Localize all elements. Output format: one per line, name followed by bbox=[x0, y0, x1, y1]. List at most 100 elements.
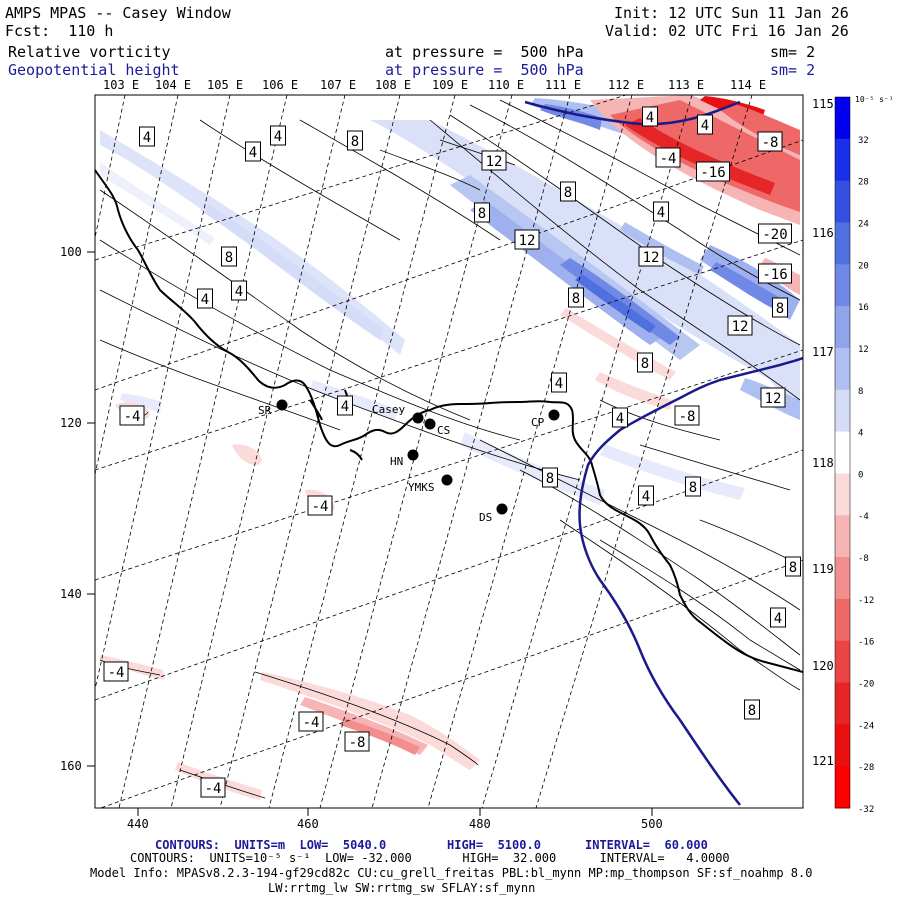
svg-text:8: 8 bbox=[564, 185, 572, 201]
svg-text:4: 4 bbox=[249, 145, 257, 161]
parallel-line bbox=[95, 139, 803, 391]
contour-label: 4 bbox=[245, 141, 261, 162]
x-tick-label: 440 bbox=[127, 817, 149, 831]
colorbar-label: -28 bbox=[858, 763, 874, 773]
colorbar-label: -20 bbox=[858, 680, 874, 690]
station-sr: SR bbox=[258, 399, 288, 417]
y-tick-label: 120 bbox=[60, 416, 82, 430]
svg-text:12: 12 bbox=[519, 233, 536, 249]
colorbar-swatch bbox=[835, 222, 850, 265]
contour-label: 8 bbox=[347, 130, 363, 151]
meridian-line bbox=[481, 95, 693, 808]
svg-text:8: 8 bbox=[478, 206, 486, 222]
svg-text:-16: -16 bbox=[762, 267, 787, 283]
contour-label: 4 bbox=[638, 485, 654, 506]
top-lon-label: 108 E bbox=[375, 78, 411, 92]
svg-text:YMKS: YMKS bbox=[408, 481, 435, 494]
meridian-line bbox=[118, 95, 288, 808]
colorbar-swatch bbox=[835, 431, 850, 474]
contour-label: -20 bbox=[758, 223, 792, 244]
field1-name: Relative vorticity bbox=[8, 43, 171, 61]
contour-label: 4 bbox=[642, 106, 658, 127]
footer-vorticity-contours: CONTOURS: UNITS=10⁻⁵ s⁻¹ LOW= -32.000 HI… bbox=[130, 851, 730, 865]
svg-text:-16: -16 bbox=[700, 165, 725, 181]
parallel-line bbox=[95, 349, 803, 581]
contour-label: -16 bbox=[758, 263, 792, 284]
x-tick-label: 480 bbox=[469, 817, 491, 831]
svg-text:8: 8 bbox=[689, 480, 697, 496]
footer-height-contours-c: INTERVAL= 60.000 bbox=[585, 838, 708, 852]
top-lon-label: 103 E bbox=[103, 78, 139, 92]
contour-label: 4 bbox=[551, 372, 567, 393]
top-lon-label: 110 E bbox=[488, 78, 524, 92]
valid-time: Valid: 02 UTC Fri 16 Jan 26 bbox=[605, 22, 849, 40]
colorbar-frame bbox=[834, 96, 851, 809]
svg-text:-4: -4 bbox=[124, 409, 141, 425]
colorbar-swatch bbox=[835, 515, 850, 558]
svg-text:8: 8 bbox=[572, 291, 580, 307]
contour-label: 12 bbox=[727, 315, 753, 336]
station-cp: CP bbox=[531, 409, 560, 429]
svg-text:4: 4 bbox=[235, 284, 243, 300]
contour-label: 8 bbox=[568, 287, 584, 308]
colorbar-swatch bbox=[835, 97, 850, 140]
svg-text:8: 8 bbox=[748, 703, 756, 719]
svg-text:8: 8 bbox=[351, 134, 359, 150]
station-ds: DS bbox=[479, 503, 508, 524]
contour-label: 8 bbox=[560, 181, 576, 202]
contour-label: -4 bbox=[655, 147, 681, 168]
meridian-line bbox=[427, 95, 633, 808]
colorbar-swatch bbox=[835, 347, 850, 391]
geopotential-contours bbox=[524, 100, 803, 806]
station-casey: Casey bbox=[372, 403, 424, 424]
parallel-line bbox=[99, 559, 803, 808]
y-tick-label: 160 bbox=[60, 759, 82, 773]
colorbar-swatch bbox=[835, 557, 850, 600]
colorbar-label: 0 bbox=[858, 470, 863, 480]
init-time: Init: 12 UTC Sun 11 Jan 26 bbox=[614, 4, 849, 22]
field1-level: at pressure = 500 hPa bbox=[385, 43, 584, 61]
station-cs: CS bbox=[424, 418, 450, 437]
meridian-line bbox=[371, 95, 571, 808]
contour-label: 4 bbox=[770, 607, 786, 628]
colorbar-label: 32 bbox=[858, 136, 869, 146]
contour-label: 4 bbox=[197, 288, 213, 309]
colorbar-swatch bbox=[835, 389, 850, 433]
svg-text:-4: -4 bbox=[108, 665, 125, 681]
colorbar-swatch bbox=[835, 306, 850, 349]
contour-label: -8 bbox=[674, 405, 700, 426]
colorbar-label: 20 bbox=[858, 261, 869, 271]
colorbar: 32 28 24 20 16 12 8 4 0 -4 -8 -12 -16 -20 -24 -28 -32 10⁻… bbox=[834, 95, 894, 815]
colorbar-swatch bbox=[835, 640, 850, 684]
svg-text:-8: -8 bbox=[349, 735, 366, 751]
svg-text:12: 12 bbox=[643, 250, 660, 266]
svg-text:SR: SR bbox=[258, 404, 272, 417]
svg-text:4: 4 bbox=[555, 376, 563, 392]
contour-label: -8 bbox=[344, 731, 370, 752]
footer-model-info: Model Info: MPASv8.2.3-194-gf29cd82c CU:… bbox=[90, 866, 813, 880]
svg-text:8: 8 bbox=[225, 250, 233, 266]
svg-text:CP: CP bbox=[531, 416, 545, 429]
y-tick-label: 100 bbox=[60, 245, 82, 259]
footer-radiation-info: LW:rrtmg_lw SW:rrtmg_sw SFLAY:sf_mynn bbox=[268, 881, 536, 895]
footer-height-contours-a: CONTOURS: UNITS=m LOW= 5040.0 bbox=[155, 838, 387, 852]
svg-text:CS: CS bbox=[437, 424, 450, 437]
svg-text:Casey: Casey bbox=[372, 403, 405, 416]
contour-label: 12 bbox=[760, 387, 786, 408]
colorbar-label: -16 bbox=[858, 638, 874, 648]
contour-label: 4 bbox=[139, 126, 155, 147]
contour-label: 8 bbox=[685, 476, 701, 497]
svg-text:-4: -4 bbox=[312, 499, 329, 515]
top-lon-label: 107 E bbox=[320, 78, 356, 92]
svg-text:8: 8 bbox=[789, 560, 797, 576]
field2-name: Geopotential height bbox=[8, 61, 180, 79]
svg-text:-8: -8 bbox=[679, 409, 696, 425]
field2-smoothing: sm= 2 bbox=[770, 61, 816, 79]
top-lon-label: 106 E bbox=[262, 78, 298, 92]
contour-label: -4 bbox=[307, 495, 333, 516]
meridian-line bbox=[268, 95, 456, 808]
svg-text:-4: -4 bbox=[303, 715, 320, 731]
colorbar-label: 16 bbox=[858, 303, 869, 313]
colorbar-label: 12 bbox=[858, 345, 869, 355]
